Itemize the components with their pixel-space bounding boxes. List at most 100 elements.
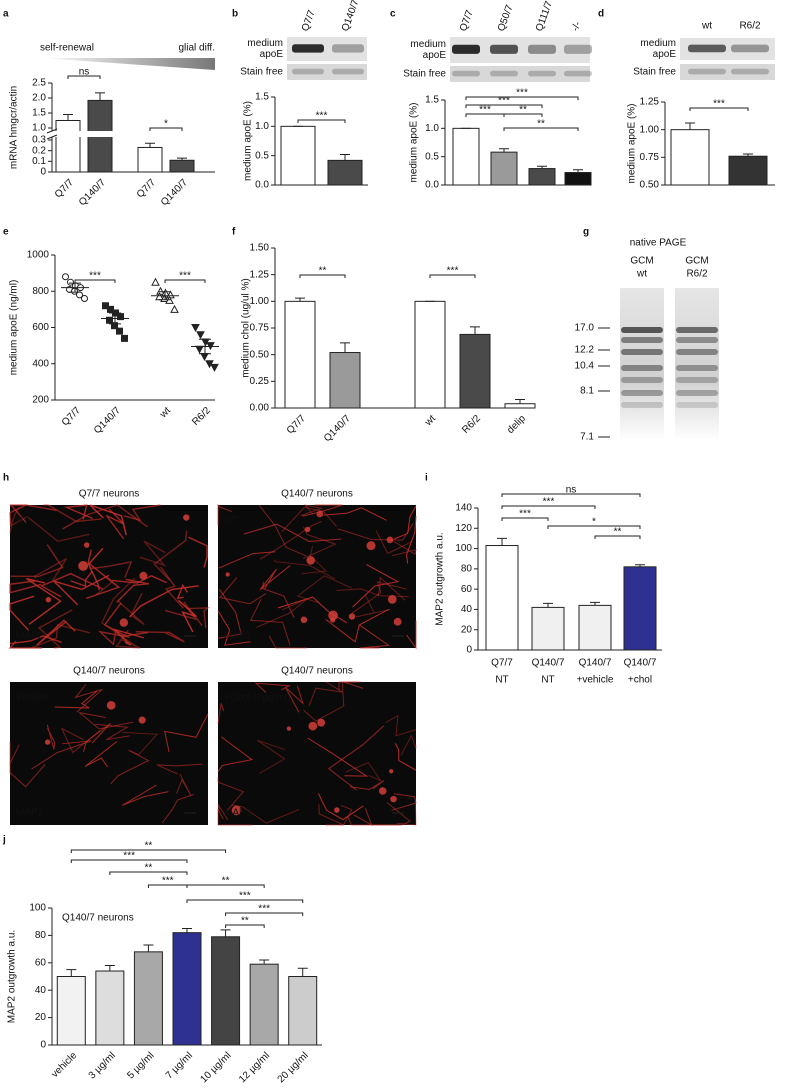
blot-band [292, 68, 324, 75]
error-bar [297, 967, 308, 977]
blot-row-label: Stain free [403, 69, 446, 80]
y-tick-label: 0.00 [250, 403, 270, 414]
gel-lane [675, 288, 719, 440]
significance-label: ns [566, 485, 577, 496]
significance-bracket [503, 127, 579, 131]
image-title: Q7/7 neurons [79, 489, 140, 500]
x-tick-label: wt [422, 413, 438, 429]
bar [531, 606, 565, 651]
y-tick-label: 1.5 [32, 108, 46, 119]
neurite [36, 619, 76, 646]
neurite [97, 630, 130, 646]
neurite [400, 734, 417, 756]
x-tick-label: Q7/7 [135, 177, 158, 200]
x-tick-label: wt [157, 405, 173, 421]
gel-band [621, 365, 663, 371]
y-axis-label: medium apoE (%) [243, 101, 254, 181]
x-tick-label: Q140/7 [77, 177, 108, 208]
x-tick-label: 7 µg/ml [164, 1050, 195, 1081]
bar [169, 159, 195, 173]
gel-band [676, 327, 718, 333]
neurite [218, 577, 267, 605]
cell-body [328, 610, 338, 621]
significance-label: ** [614, 527, 622, 538]
cell-body [183, 514, 190, 521]
y-tick-label: 600 [32, 322, 49, 333]
blot-band [528, 44, 556, 54]
neurite [9, 595, 35, 631]
neurite [308, 681, 343, 707]
gel-title: native PAGE [630, 238, 687, 249]
significance-bracket [297, 119, 346, 123]
image-title: Q140/7 neurons [73, 666, 145, 677]
neurite [325, 608, 390, 643]
stain-label: MAP2 [16, 808, 44, 819]
significance-label: *** [498, 96, 510, 107]
condition-label: +Chol (7µg/ml) [224, 693, 290, 704]
significance-bracket [503, 113, 543, 117]
bar [172, 932, 202, 1046]
bar [56, 976, 86, 1046]
significance-bracket [429, 274, 476, 278]
y-axis-label: medium apoE (ng/ml) [9, 280, 20, 376]
significance-label: *** [447, 266, 459, 277]
y-tick-label: 1.25 [640, 97, 660, 108]
marker-label: 7.1 [580, 432, 594, 443]
micrograph [218, 505, 416, 648]
y-tick-label: 100 [29, 903, 46, 914]
significance-bracket [465, 104, 543, 108]
panel-letter: i [425, 473, 428, 484]
neurite [217, 808, 253, 826]
neurite [358, 624, 391, 649]
cell-body [316, 510, 324, 518]
data-point [196, 331, 205, 340]
significance-bracket [501, 505, 596, 509]
error-bar [182, 928, 192, 933]
error-bar [573, 169, 583, 173]
data-point [106, 316, 113, 324]
neurite [396, 800, 417, 826]
neurite [164, 601, 203, 627]
neurite [268, 635, 308, 649]
significance-label: *** [239, 891, 251, 902]
condition-label: Vehicle [16, 693, 49, 704]
x-tick-label: Q140/7 [159, 177, 190, 208]
neurite [153, 530, 188, 581]
gel-band [676, 390, 718, 396]
lane-label: GCM [630, 256, 653, 267]
significance-bracket [594, 535, 641, 539]
neurite [53, 574, 110, 606]
x-tick-label: Q7/7 [285, 413, 308, 436]
micrograph [218, 682, 416, 825]
error-bar [685, 122, 695, 130]
x-tick-label: 20 µg/ml [276, 1050, 311, 1085]
significance-label: ** [319, 266, 327, 277]
blot-band [292, 44, 324, 53]
y-tick-label: 140 [455, 503, 472, 514]
neurite [63, 504, 93, 520]
neurite [277, 596, 348, 624]
y-tick-label: 0.75 [640, 152, 660, 163]
blot-row-label: medium [410, 39, 446, 50]
neurite [9, 741, 20, 764]
neurite [110, 750, 150, 785]
significance-label: ** [537, 119, 545, 130]
error-bar [177, 157, 187, 161]
significance-bracket [70, 859, 188, 863]
break-mark [46, 128, 58, 140]
cell-body [386, 536, 394, 544]
neurite [54, 690, 98, 709]
neurite [83, 723, 111, 753]
neurite [281, 506, 337, 533]
error-bar [537, 165, 547, 169]
significance-label: *** [543, 497, 555, 508]
lane-label: Q7/7 [300, 8, 318, 33]
neurite [394, 743, 417, 771]
neurite [117, 592, 145, 626]
image-title: Q140/7 neurons [281, 489, 353, 500]
neurite [85, 549, 121, 600]
cell-body [387, 595, 397, 604]
significance-label: *** [516, 88, 528, 99]
blot-band [688, 44, 726, 53]
annotation: self-renewal [40, 43, 94, 54]
